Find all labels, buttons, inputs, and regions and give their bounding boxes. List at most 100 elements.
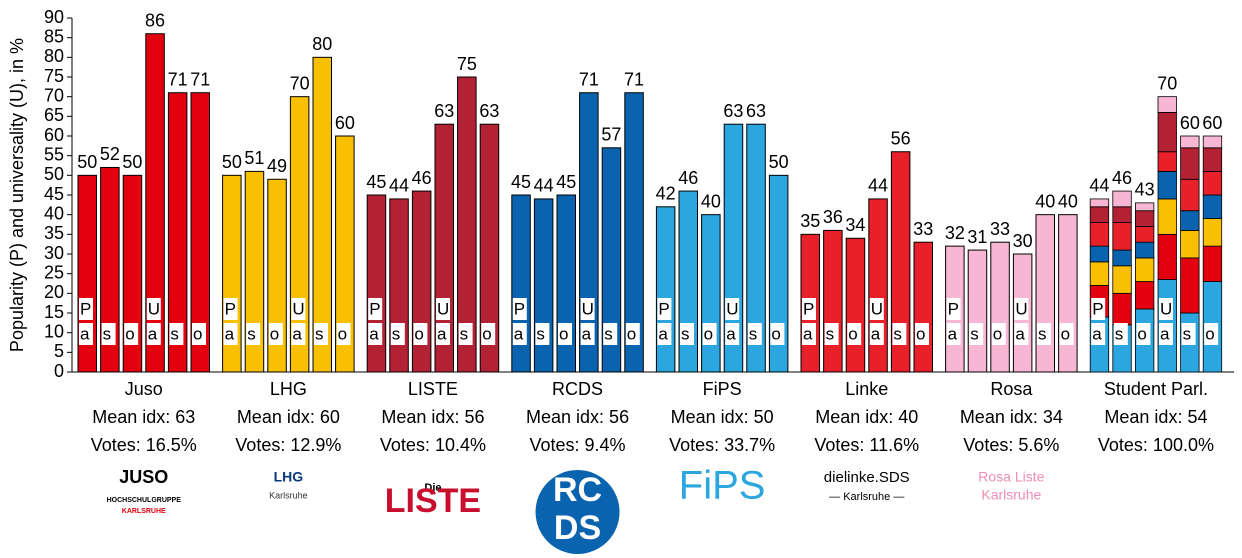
bar	[601, 147, 622, 373]
letter-box	[824, 323, 839, 345]
bar	[823, 229, 843, 373]
logo-text: LHG	[274, 469, 304, 485]
letter-box	[1181, 323, 1196, 345]
letter-box	[1091, 298, 1106, 320]
sub-letter: s	[315, 324, 324, 343]
logo-text: KARLSRUHE	[122, 508, 166, 515]
letter-box	[1136, 323, 1151, 345]
letter-box	[1037, 323, 1051, 345]
category-label: Rosa	[990, 379, 1033, 399]
letter-box	[246, 323, 261, 345]
votes-label: Votes: 9.4%	[530, 435, 626, 455]
bar	[967, 249, 988, 373]
bar	[511, 194, 531, 373]
letter-box	[847, 323, 862, 345]
letter-box	[368, 323, 383, 345]
bar	[890, 151, 911, 373]
sub-letter: s	[893, 324, 902, 343]
letter-box	[314, 323, 328, 345]
top-letter: U	[871, 299, 883, 318]
letter-box	[680, 323, 694, 345]
stack-segment	[1180, 147, 1200, 180]
value-label: 40	[1058, 191, 1078, 211]
bar	[533, 198, 554, 373]
sub-letter: a	[437, 324, 447, 343]
sub-letter: a	[292, 324, 302, 343]
value-label: 46	[412, 168, 432, 188]
letter-box	[1014, 298, 1029, 320]
value-label: 44	[534, 176, 554, 196]
category-label: Student Parl.	[1104, 379, 1208, 399]
letter-box	[991, 323, 1006, 345]
y-tick-label: 20	[44, 282, 64, 302]
value-label: 80	[312, 34, 332, 54]
bar	[312, 56, 332, 373]
category-label: RCDS	[552, 379, 603, 399]
total-label: 70	[1157, 73, 1177, 93]
sub-letter: a	[514, 324, 524, 343]
letter-box	[436, 298, 450, 320]
letter-box	[512, 298, 527, 320]
sub-letter: o	[1205, 324, 1214, 343]
logo-text: — Karlsruhe —	[829, 491, 904, 503]
votes-label: Votes: 12.9%	[235, 435, 341, 455]
letter-box	[223, 323, 238, 345]
sub-letter: a	[803, 324, 813, 343]
value-label: 31	[967, 227, 987, 247]
bar	[190, 92, 210, 373]
letter-box	[802, 323, 816, 345]
logo-text: Karlsruhe	[269, 490, 308, 500]
letter-box	[1113, 323, 1128, 345]
stack-segment	[1089, 222, 1110, 247]
stack-segment	[1202, 135, 1223, 149]
votes-label: Votes: 33.7%	[669, 435, 775, 455]
sub-letter: o	[848, 324, 857, 343]
y-tick-label: 15	[44, 302, 64, 322]
stack-segment	[1157, 151, 1177, 172]
bar	[145, 33, 165, 373]
sub-letter: s	[970, 324, 979, 343]
sub-letter: a	[871, 324, 881, 343]
sub-letter: s	[749, 324, 758, 343]
sub-letter: o	[627, 324, 636, 343]
value-label: 71	[190, 69, 210, 89]
y-tick-label: 45	[44, 184, 64, 204]
bar	[624, 92, 644, 373]
value-label: 71	[168, 69, 188, 89]
letter-box	[657, 298, 672, 320]
stack-segment	[1112, 249, 1132, 267]
stack-segment	[1202, 170, 1223, 196]
sub-letter: s	[392, 324, 401, 343]
sub-letter: o	[1061, 324, 1070, 343]
category-label: Juso	[125, 379, 163, 399]
value-label: 34	[845, 215, 865, 235]
value-label: 70	[290, 73, 310, 93]
letter-box	[458, 323, 473, 345]
letter-box	[1159, 323, 1173, 345]
letter-box	[1091, 323, 1106, 345]
votes-label: Votes: 11.6%	[814, 435, 919, 455]
sub-letter: s	[536, 324, 545, 343]
logo-text: RC	[553, 471, 602, 509]
y-tick-label: 35	[44, 223, 64, 243]
letter-box	[702, 323, 717, 345]
stack-segment	[1202, 147, 1223, 172]
stack-segment	[1180, 135, 1200, 149]
sub-letter: o	[559, 324, 568, 343]
y-tick-label: 90	[44, 7, 64, 27]
y-tick-label: 60	[44, 125, 64, 145]
logo-text: LISTE	[385, 482, 481, 520]
letter-box	[558, 323, 572, 345]
y-tick-label: 65	[44, 105, 64, 125]
sub-letter: o	[1137, 324, 1146, 343]
value-label: 63	[746, 101, 766, 121]
sub-letter: o	[704, 324, 713, 343]
letter-box	[869, 298, 884, 320]
letter-box	[603, 323, 618, 345]
bar	[556, 194, 576, 373]
mean-label: Mean idx: 63	[92, 407, 195, 427]
value-label: 57	[601, 125, 621, 145]
value-label: 63	[434, 101, 454, 121]
stack-segment	[1180, 210, 1200, 231]
